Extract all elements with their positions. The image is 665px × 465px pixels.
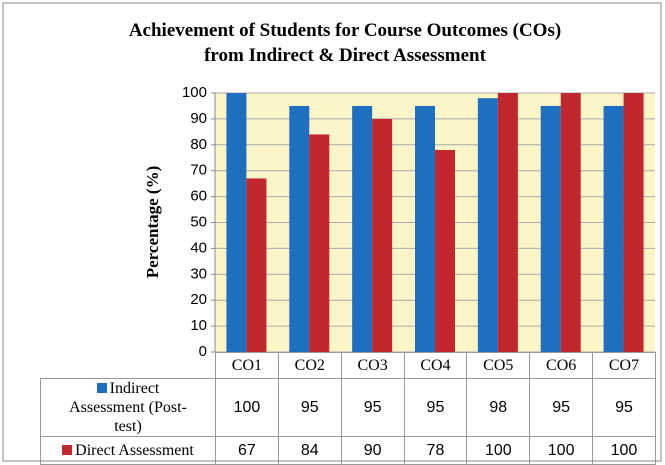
bar <box>226 93 247 352</box>
data-label: 98 <box>466 378 531 437</box>
y-axis-label: Percentage (%) <box>143 166 162 279</box>
y-tick-label: 20 <box>190 291 207 308</box>
data-label: 100 <box>529 436 594 465</box>
bar <box>246 178 267 352</box>
x-tick-label: CO2 <box>277 352 342 379</box>
table-row: Indirect Assessment (Post-test) 100 95 95 95… <box>40 378 656 437</box>
legend-swatch <box>96 383 107 393</box>
legend-label: Direct Assessment <box>75 442 194 459</box>
legend-swatch <box>62 445 73 455</box>
y-tick-label: 40 <box>190 239 207 256</box>
chart-title: from Indirect & Direct Assessment <box>204 45 486 66</box>
x-tick-label: CO4 <box>403 352 468 379</box>
data-label: 95 <box>529 378 594 437</box>
data-label: 67 <box>215 436 279 465</box>
data-label: 95 <box>340 378 405 437</box>
x-tick-label: CO6 <box>529 352 594 379</box>
data-label: 95 <box>277 378 342 437</box>
bar <box>603 105 624 352</box>
bar <box>352 105 373 352</box>
data-label: 100 <box>466 436 531 465</box>
bar <box>477 98 498 353</box>
data-label: 95 <box>403 378 468 437</box>
y-tick-label: 60 <box>190 188 207 205</box>
y-tick-label: 70 <box>190 162 207 179</box>
x-tick-label: CO7 <box>592 352 656 379</box>
table-corner <box>40 352 216 379</box>
legend-label: Indirect Assessment (Post-test) <box>69 380 187 435</box>
bar <box>415 105 435 352</box>
data-label: 100 <box>215 378 279 437</box>
bar <box>309 134 330 352</box>
y-tick-label: 50 <box>190 213 207 230</box>
legend-entry: Direct Assessment <box>40 436 216 465</box>
bar <box>623 93 644 352</box>
data-table: CO1 CO2 CO3 CO4 CO5 CO6 CO7 Indirect Assessment… <box>40 352 656 465</box>
table-row: Direct Assessment 67 84 90 78 100 100 100 <box>40 436 656 465</box>
y-tick-label: 80 <box>190 136 207 153</box>
data-label: 84 <box>277 436 342 465</box>
bar <box>497 93 518 352</box>
x-tick-label: CO3 <box>340 352 405 379</box>
y-tick-label: 0 <box>199 343 207 360</box>
x-tick-label: CO1 <box>215 352 279 379</box>
bar <box>540 105 561 352</box>
legend-entry: Indirect Assessment (Post-test) <box>40 378 216 437</box>
y-tick-label: 30 <box>190 265 207 282</box>
bar <box>560 93 581 352</box>
table-header-row: CO1 CO2 CO3 CO4 CO5 CO6 CO7 <box>40 352 656 379</box>
x-tick-label: CO5 <box>466 352 531 379</box>
y-tick-label: 100 <box>182 84 207 101</box>
bar <box>372 118 393 353</box>
data-label: 90 <box>340 436 405 465</box>
bar <box>435 149 455 352</box>
chart-title: Achievement of Students for Course Outco… <box>129 20 561 41</box>
y-tick-label: 90 <box>190 110 207 127</box>
y-tick-label: 10 <box>190 317 207 334</box>
data-label: 78 <box>403 436 468 465</box>
data-label: 100 <box>592 436 656 465</box>
bar <box>289 105 310 352</box>
data-label: 95 <box>592 378 656 437</box>
